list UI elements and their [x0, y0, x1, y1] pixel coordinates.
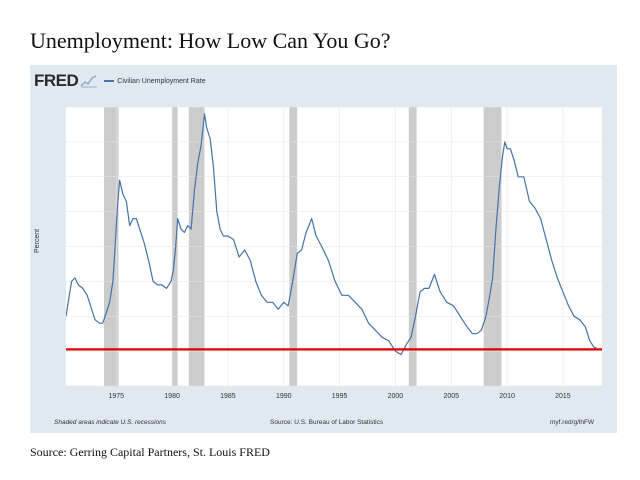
- series-line: [66, 113, 597, 356]
- x-tick-label: 1995: [332, 393, 348, 400]
- fred-graph-panel: FRED Civilian Unemployment Rate Percent …: [30, 65, 617, 433]
- short-link[interactable]: myf.red/g/lhFW: [550, 419, 595, 426]
- legend-series-name: Civilian Unemployment Rate: [117, 77, 206, 85]
- x-tick-label: 1985: [220, 393, 236, 400]
- x-tick-label: 1990: [276, 393, 292, 400]
- y-axis-label: Percent: [34, 228, 41, 253]
- page-title: Unemployment: How Low Can You Go?: [30, 28, 391, 53]
- trend-chart-icon: [80, 75, 98, 88]
- x-tick-label: 1980: [164, 393, 180, 400]
- x-tick-label: 2005: [443, 393, 459, 400]
- recession-note: Shaded areas indicate U.S. recessions: [54, 419, 167, 426]
- x-tick-label: 2010: [499, 393, 515, 400]
- x-tick-label: 1975: [108, 393, 124, 400]
- source-caption: Source: Gerring Capital Partners, St. Lo…: [30, 445, 270, 459]
- x-tick-label: 2015: [555, 393, 571, 400]
- fred-header: FRED Civilian Unemployment Rate: [34, 69, 206, 93]
- unemployment-line-chart: 3456789101119751980198519901995200020052…: [66, 106, 602, 400]
- fred-logo: FRED: [34, 71, 79, 90]
- x-tick-label: 2000: [388, 393, 404, 400]
- legend-swatch: [104, 80, 115, 82]
- data-source-note: Source: U.S. Bureau of Labor Statistics: [270, 419, 384, 426]
